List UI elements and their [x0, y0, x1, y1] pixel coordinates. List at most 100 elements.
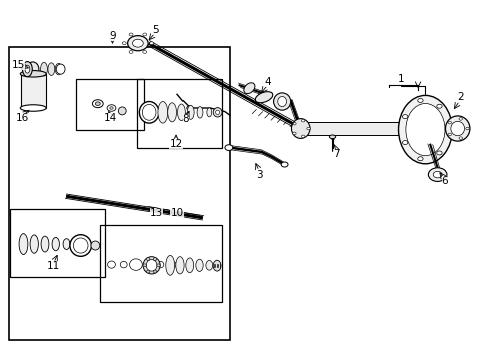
Ellipse shape — [52, 238, 60, 251]
Text: 12: 12 — [169, 139, 183, 149]
Ellipse shape — [30, 235, 38, 253]
Ellipse shape — [197, 107, 203, 118]
Ellipse shape — [92, 100, 103, 108]
Ellipse shape — [447, 121, 450, 124]
Ellipse shape — [165, 256, 174, 275]
Bar — [10, 209, 105, 277]
Ellipse shape — [20, 105, 46, 111]
Ellipse shape — [186, 106, 192, 110]
Ellipse shape — [402, 141, 407, 145]
Ellipse shape — [447, 133, 450, 136]
Text: 14: 14 — [103, 113, 117, 123]
Ellipse shape — [20, 71, 46, 77]
Ellipse shape — [107, 105, 116, 111]
Ellipse shape — [427, 168, 446, 181]
Ellipse shape — [213, 260, 221, 271]
Ellipse shape — [41, 236, 49, 252]
Ellipse shape — [224, 145, 232, 150]
Ellipse shape — [146, 258, 149, 261]
Ellipse shape — [107, 261, 115, 268]
Text: 2: 2 — [456, 92, 463, 102]
Ellipse shape — [129, 50, 133, 53]
Bar — [137, 79, 222, 148]
Ellipse shape — [142, 104, 156, 120]
Ellipse shape — [118, 107, 126, 115]
Ellipse shape — [120, 261, 127, 268]
Ellipse shape — [444, 128, 450, 131]
Ellipse shape — [56, 64, 65, 74]
Ellipse shape — [213, 108, 222, 117]
Ellipse shape — [417, 99, 422, 103]
Text: 1: 1 — [397, 74, 404, 84]
Ellipse shape — [436, 104, 441, 108]
Ellipse shape — [177, 104, 185, 121]
Ellipse shape — [153, 258, 156, 261]
Ellipse shape — [153, 270, 156, 273]
Text: 11: 11 — [47, 261, 61, 271]
Text: 16: 16 — [16, 113, 29, 123]
Text: 5: 5 — [152, 24, 159, 35]
Ellipse shape — [445, 116, 469, 141]
Text: 4: 4 — [264, 77, 271, 87]
Bar — [9, 47, 229, 340]
Ellipse shape — [91, 241, 100, 250]
Ellipse shape — [142, 257, 160, 274]
Ellipse shape — [436, 151, 441, 155]
Ellipse shape — [398, 95, 451, 164]
Ellipse shape — [95, 102, 100, 105]
Ellipse shape — [458, 118, 462, 120]
Ellipse shape — [144, 261, 152, 268]
Ellipse shape — [142, 33, 146, 36]
Text: 9: 9 — [109, 31, 116, 41]
Text: 13: 13 — [149, 208, 163, 218]
Ellipse shape — [301, 120, 304, 122]
Ellipse shape — [129, 33, 133, 36]
Bar — [76, 79, 144, 130]
Ellipse shape — [167, 103, 176, 122]
Text: 6: 6 — [441, 176, 447, 186]
Ellipse shape — [129, 259, 142, 270]
Ellipse shape — [169, 261, 176, 268]
Ellipse shape — [458, 137, 462, 139]
Text: 3: 3 — [255, 170, 262, 180]
Ellipse shape — [139, 102, 159, 123]
Ellipse shape — [48, 63, 55, 76]
Ellipse shape — [146, 270, 149, 273]
Ellipse shape — [149, 42, 153, 45]
Ellipse shape — [291, 118, 309, 138]
Ellipse shape — [417, 157, 422, 161]
Text: 10: 10 — [170, 208, 183, 218]
Ellipse shape — [306, 127, 309, 130]
Ellipse shape — [301, 135, 304, 138]
Ellipse shape — [156, 264, 160, 267]
Ellipse shape — [132, 39, 143, 47]
Ellipse shape — [281, 162, 287, 167]
Ellipse shape — [465, 127, 468, 130]
Ellipse shape — [19, 234, 28, 255]
Ellipse shape — [195, 259, 203, 271]
Ellipse shape — [292, 132, 296, 135]
Ellipse shape — [157, 261, 163, 268]
Ellipse shape — [206, 108, 211, 117]
Ellipse shape — [205, 261, 212, 270]
Ellipse shape — [142, 50, 146, 53]
Ellipse shape — [432, 171, 441, 178]
Ellipse shape — [109, 107, 113, 109]
Ellipse shape — [127, 36, 148, 51]
Text: 7: 7 — [332, 149, 339, 159]
Ellipse shape — [405, 104, 444, 156]
Ellipse shape — [277, 96, 286, 107]
Ellipse shape — [450, 121, 464, 136]
Ellipse shape — [176, 257, 183, 274]
Ellipse shape — [244, 83, 254, 94]
Ellipse shape — [215, 110, 219, 114]
Ellipse shape — [187, 105, 194, 120]
Ellipse shape — [402, 114, 407, 118]
Ellipse shape — [70, 235, 91, 256]
Ellipse shape — [146, 260, 157, 271]
Ellipse shape — [73, 238, 88, 253]
Bar — [300, 122, 405, 135]
Ellipse shape — [55, 63, 62, 75]
Ellipse shape — [41, 62, 47, 76]
Ellipse shape — [63, 239, 70, 249]
